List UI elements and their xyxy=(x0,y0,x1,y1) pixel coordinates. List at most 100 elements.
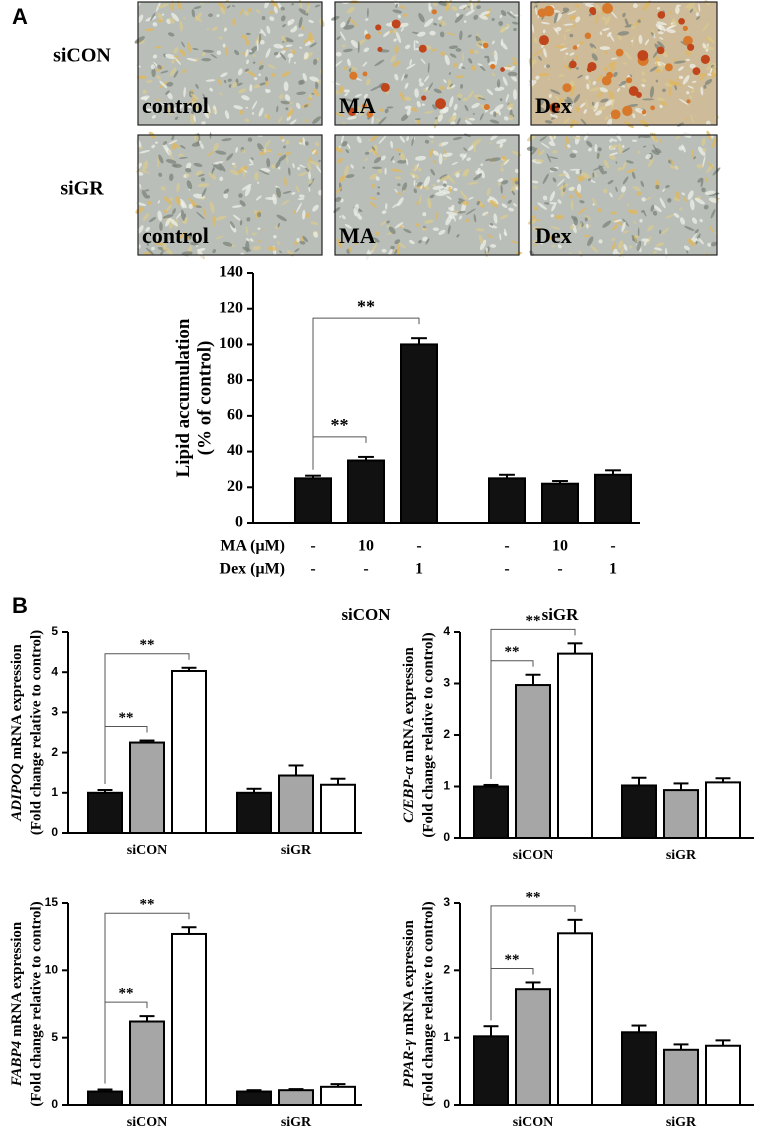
cell xyxy=(257,240,262,243)
cell xyxy=(267,246,277,251)
cell xyxy=(465,117,469,121)
cell xyxy=(458,97,461,101)
cell xyxy=(486,187,491,197)
gene-name: FABP4 xyxy=(9,1040,25,1087)
cell xyxy=(249,49,253,53)
cell xyxy=(452,136,463,141)
cell xyxy=(257,181,260,184)
lipid-droplet xyxy=(683,35,693,46)
cell xyxy=(161,13,165,16)
cell xyxy=(169,67,177,77)
cell xyxy=(142,212,150,221)
cell xyxy=(563,56,567,59)
cell xyxy=(141,190,148,199)
lipid-droplet xyxy=(391,19,401,29)
cell xyxy=(302,137,306,146)
cell xyxy=(451,6,455,10)
bar xyxy=(621,784,657,839)
cell xyxy=(586,140,593,148)
cell xyxy=(448,186,452,193)
cell xyxy=(224,46,229,56)
cell xyxy=(228,84,232,88)
cell xyxy=(394,148,403,152)
cell xyxy=(219,176,224,182)
cell xyxy=(158,102,163,107)
lipid-droplet xyxy=(483,103,490,110)
cell xyxy=(375,176,380,181)
cell xyxy=(414,164,417,170)
cell xyxy=(538,149,545,156)
cell xyxy=(395,176,402,180)
cell xyxy=(506,103,513,109)
cell xyxy=(177,240,181,244)
cell xyxy=(445,32,457,36)
cell xyxy=(402,189,406,193)
cell xyxy=(231,162,236,166)
cell xyxy=(496,138,507,145)
cell xyxy=(601,16,607,21)
cell xyxy=(452,63,458,68)
y-tick-label: 1 xyxy=(443,1030,450,1044)
cell xyxy=(685,58,691,61)
image-caption: Dex xyxy=(535,93,572,118)
bar xyxy=(236,1090,272,1106)
cell xyxy=(251,232,258,236)
cell xyxy=(258,169,270,175)
cell xyxy=(278,154,287,162)
cell xyxy=(417,31,426,37)
cell xyxy=(340,21,346,28)
cell xyxy=(535,75,540,80)
cell xyxy=(511,190,516,196)
cell xyxy=(442,152,453,157)
cell xyxy=(476,5,481,10)
cell xyxy=(617,87,620,92)
cell xyxy=(603,188,608,194)
cell xyxy=(469,48,474,55)
cell xyxy=(371,116,374,125)
cell xyxy=(592,80,597,85)
cell xyxy=(221,138,232,142)
cell xyxy=(157,155,160,168)
cell xyxy=(479,239,487,251)
cell xyxy=(390,245,395,250)
cell xyxy=(293,61,297,64)
cell xyxy=(285,151,291,156)
cell xyxy=(429,194,435,199)
cell xyxy=(137,14,144,23)
cell xyxy=(318,159,321,162)
cell xyxy=(703,204,709,210)
cell xyxy=(507,71,518,77)
cell xyxy=(514,168,519,174)
cell xyxy=(686,250,689,254)
cell xyxy=(497,178,504,182)
cell xyxy=(485,247,488,252)
cell xyxy=(603,159,609,169)
cell xyxy=(693,156,696,160)
cell xyxy=(639,218,643,223)
cell xyxy=(499,14,503,19)
cell xyxy=(564,28,571,32)
cell xyxy=(402,13,408,17)
cell xyxy=(223,192,229,199)
significance-label: ** xyxy=(526,889,541,905)
cell xyxy=(456,117,461,126)
cell xyxy=(486,88,494,96)
cell xyxy=(447,225,451,235)
cell xyxy=(432,227,440,231)
cell xyxy=(178,156,188,159)
cell xyxy=(273,51,279,56)
cell xyxy=(611,238,616,241)
cell xyxy=(168,149,174,161)
cell xyxy=(656,7,661,10)
cell xyxy=(588,147,592,152)
cell xyxy=(217,1,227,11)
cell xyxy=(613,219,623,223)
cell xyxy=(696,164,704,169)
y-axis-label: PPAR-γ mRNA expression xyxy=(401,920,417,1088)
cell xyxy=(280,15,286,22)
cell xyxy=(298,8,309,16)
bar xyxy=(171,669,207,835)
y-axis-label-text: mRNA expression xyxy=(401,920,417,1036)
cell xyxy=(429,30,436,36)
cell xyxy=(580,172,591,179)
